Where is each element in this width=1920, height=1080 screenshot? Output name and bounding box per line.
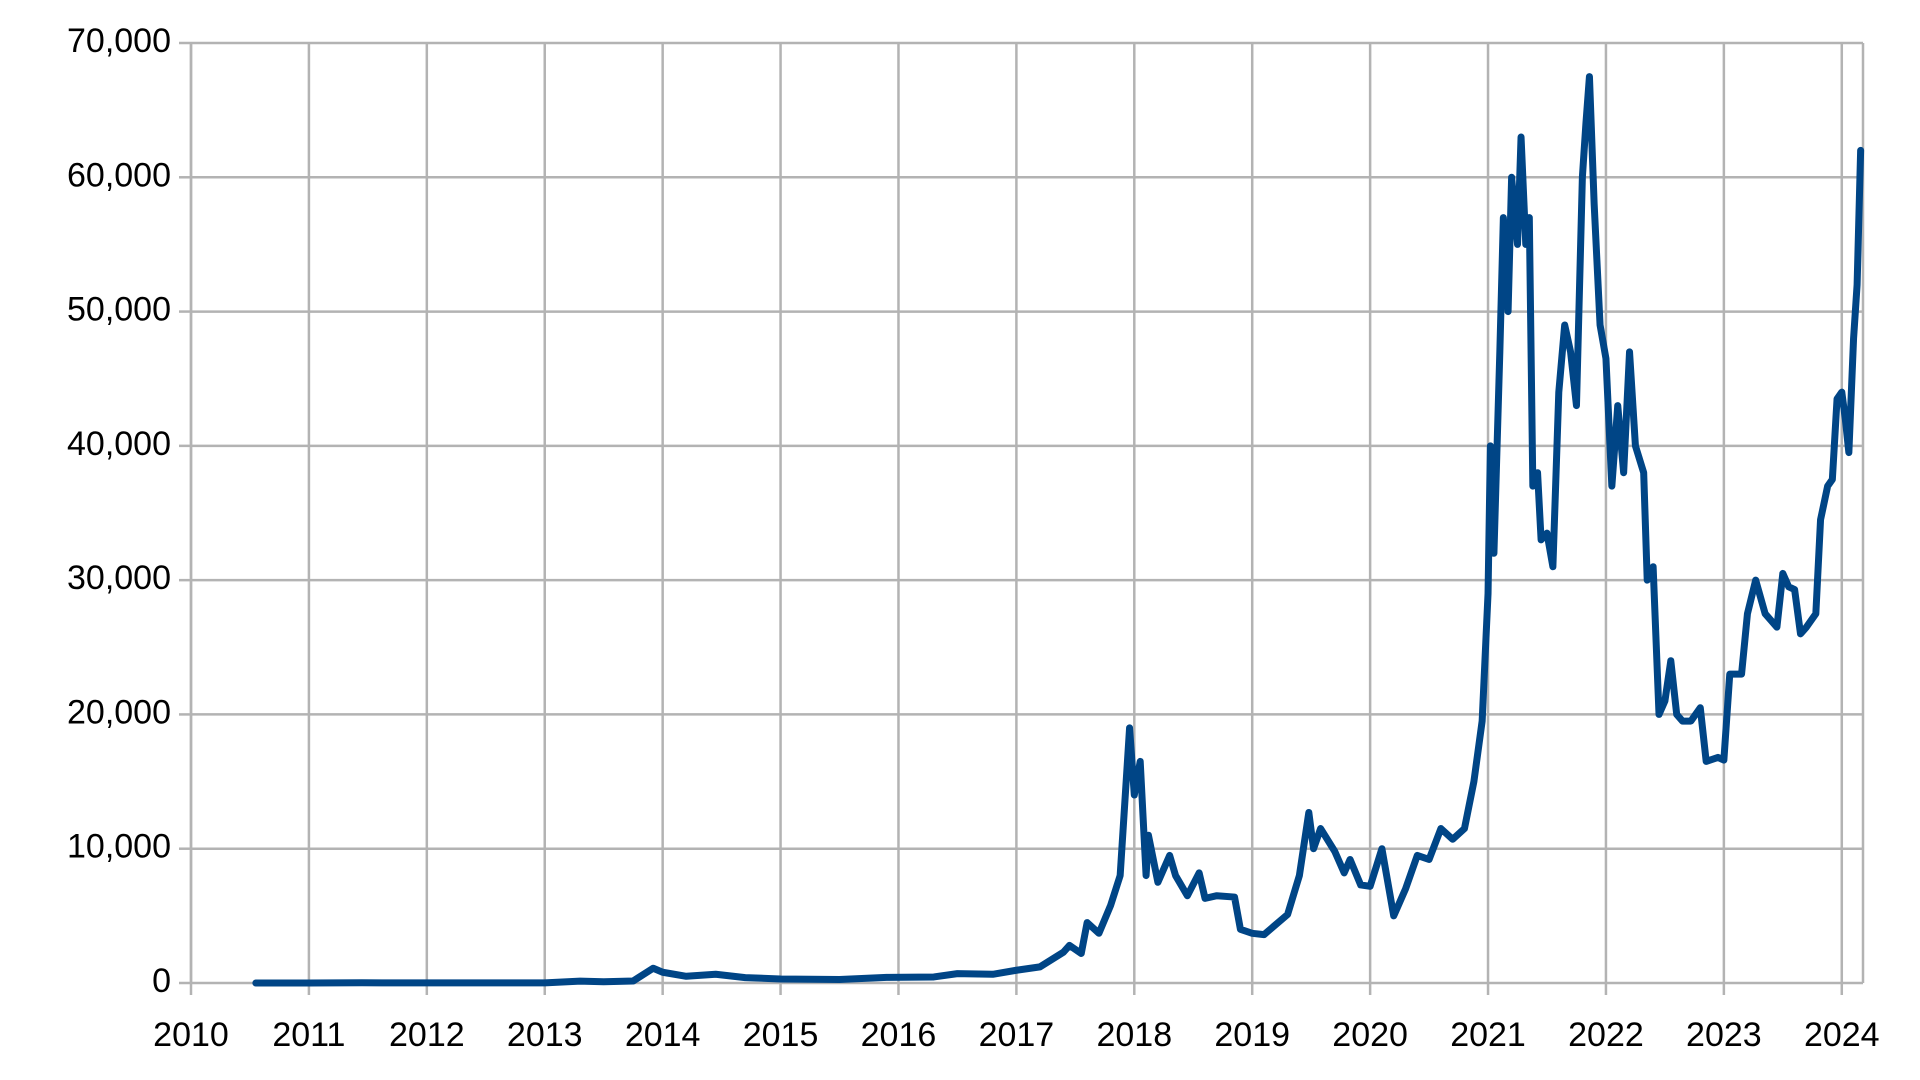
x-tick-label: 2018	[1096, 1016, 1172, 1054]
x-tick-label: 2015	[743, 1016, 819, 1054]
x-tick-label: 2014	[625, 1016, 701, 1054]
x-tick-label: 2012	[389, 1016, 465, 1054]
x-tick-label: 2011	[272, 1016, 345, 1054]
x-tick-label: 2010	[153, 1016, 229, 1054]
x-tick-label: 2017	[979, 1016, 1055, 1054]
x-tick-label: 2022	[1568, 1016, 1644, 1054]
y-tick-label: 40,000	[67, 425, 171, 463]
x-tick-label: 2016	[861, 1016, 937, 1054]
x-tick-label: 2019	[1214, 1016, 1290, 1054]
y-tick-label: 60,000	[67, 156, 171, 194]
y-tick-label: 20,000	[67, 693, 171, 731]
y-tick-label: 30,000	[67, 559, 171, 597]
x-tick-label: 2024	[1804, 1016, 1880, 1054]
x-tick-label: 2023	[1686, 1016, 1762, 1054]
price-line	[252, 73, 1865, 987]
y-tick-label: 70,000	[67, 22, 171, 60]
y-tick-label: 10,000	[67, 828, 171, 866]
x-tick-label: 2020	[1332, 1016, 1408, 1054]
y-tick-label: 0	[152, 962, 171, 1000]
y-tick-label: 50,000	[67, 291, 171, 329]
x-tick-label: 2021	[1450, 1016, 1526, 1054]
x-tick-label: 2013	[507, 1016, 583, 1054]
